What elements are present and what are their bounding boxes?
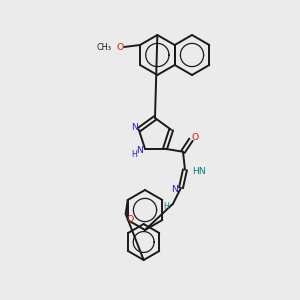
Text: O: O [126, 214, 133, 224]
Text: N: N [172, 185, 178, 194]
Text: O: O [116, 43, 124, 52]
Text: H: H [163, 202, 169, 211]
Text: HN: HN [192, 167, 206, 176]
Text: H: H [131, 150, 137, 159]
Text: O: O [191, 133, 199, 142]
Text: CH₃: CH₃ [96, 43, 111, 52]
Text: N: N [136, 146, 143, 155]
Text: N: N [131, 123, 138, 132]
